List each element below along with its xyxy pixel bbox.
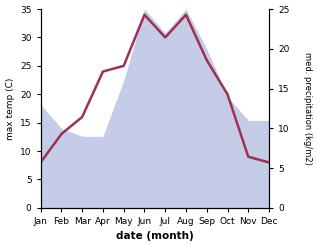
Y-axis label: med. precipitation (kg/m2): med. precipitation (kg/m2) [303,52,313,165]
Y-axis label: max temp (C): max temp (C) [5,77,15,140]
X-axis label: date (month): date (month) [116,231,194,242]
